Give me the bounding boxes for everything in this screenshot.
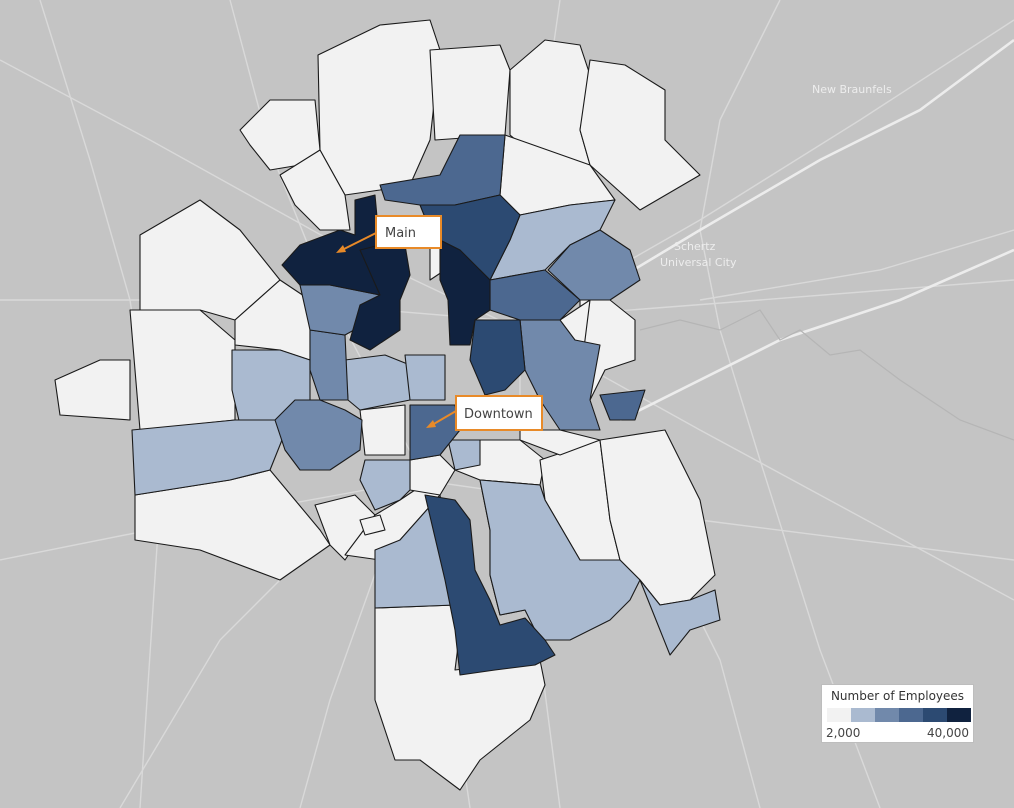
region[interactable]: [409, 454, 456, 496]
legend-swatch: [947, 708, 971, 722]
region[interactable]: [131, 419, 291, 496]
callout-downtown-box: [455, 395, 543, 431]
place-label-universal-city: Universal City: [660, 256, 737, 269]
callout-downtown-label: Downtown: [464, 407, 533, 422]
region[interactable]: [344, 354, 411, 411]
callout-main: Main: [336, 215, 442, 253]
basemap-roads-major: [599, 38, 1014, 422]
region[interactable]: [309, 329, 349, 401]
region[interactable]: [639, 579, 721, 656]
region[interactable]: [409, 404, 461, 461]
region[interactable]: [281, 194, 381, 296]
region[interactable]: [404, 354, 446, 401]
region[interactable]: [429, 44, 511, 141]
choropleth-regions: [54, 19, 721, 791]
legend-swatch: [923, 708, 947, 722]
callout-main-label: Main: [385, 226, 416, 241]
region[interactable]: [359, 404, 406, 456]
region[interactable]: [519, 319, 601, 431]
callout-downtown-arrow: [431, 410, 457, 426]
legend-swatch: [899, 708, 923, 722]
legend-max-label: 40,000: [927, 726, 969, 740]
place-label-schertz: Schertz: [674, 240, 716, 253]
region[interactable]: [129, 309, 236, 431]
region[interactable]: [439, 239, 491, 346]
region[interactable]: [274, 399, 363, 471]
legend: Number of Employees 2,000 40,000: [821, 684, 974, 743]
legend-swatch: [851, 708, 875, 722]
region[interactable]: [479, 479, 641, 641]
region[interactable]: [547, 229, 641, 301]
region[interactable]: [599, 389, 646, 421]
basemap-river: [639, 309, 1014, 441]
legend-swatch: [827, 708, 851, 722]
region[interactable]: [469, 319, 526, 396]
place-label-new-braunfels: New Braunfels: [812, 83, 892, 96]
callout-main-box: [375, 215, 442, 249]
callout-downtown: Downtown: [426, 395, 543, 431]
legend-min-label: 2,000: [826, 726, 861, 740]
region[interactable]: [54, 359, 131, 421]
region[interactable]: [424, 494, 556, 676]
callout-downtown-arrowhead: [426, 420, 436, 428]
region[interactable]: [447, 439, 481, 471]
region[interactable]: [519, 429, 601, 456]
callout-main-arrow: [341, 232, 377, 251]
region[interactable]: [359, 514, 386, 536]
region[interactable]: [279, 149, 351, 231]
legend-title: Number of Employees: [830, 689, 965, 703]
legend-swatch: [875, 708, 899, 722]
legend-color-scale: [827, 708, 971, 722]
region[interactable]: [317, 19, 441, 196]
callout-main-arrowhead: [336, 245, 346, 253]
region[interactable]: [579, 59, 701, 211]
